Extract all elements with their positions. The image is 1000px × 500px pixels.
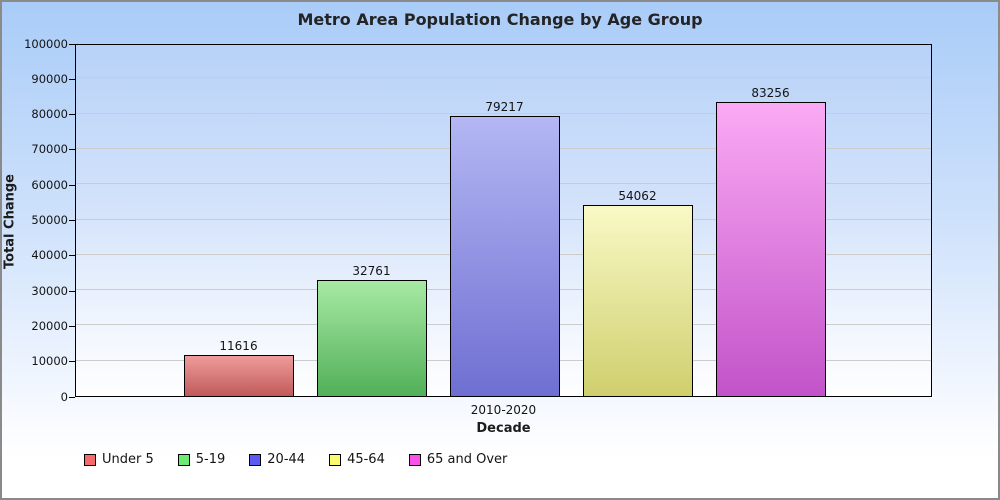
bar-value-label: 79217	[485, 100, 524, 115]
y-tick-mark	[69, 361, 75, 363]
bar-value-label: 83256	[751, 86, 790, 101]
y-tick-mark	[69, 114, 75, 116]
y-tick-label: 30000	[31, 283, 68, 298]
legend-label: 20-44	[267, 452, 306, 467]
x-tick-label: 2010-2020	[470, 403, 537, 417]
legend-label: Under 5	[102, 452, 154, 467]
x-axis-title: Decade	[476, 421, 531, 436]
y-tick-label: 60000	[31, 177, 68, 192]
y-tick-label: 90000	[31, 71, 68, 86]
y-tick-mark	[69, 149, 75, 151]
y-tick-mark	[69, 396, 75, 398]
gridline	[76, 112, 931, 114]
legend-swatch-icon	[177, 453, 190, 466]
y-tick-label: 10000	[31, 354, 68, 369]
y-tick-mark	[69, 220, 75, 221]
gridline	[76, 77, 931, 79]
bar-value-label: 32761	[352, 264, 391, 279]
legend-item-5-19: 5-19	[177, 452, 226, 467]
legend-swatch-icon	[408, 453, 421, 466]
legend-label: 45-64	[347, 452, 385, 467]
bar-65-and-over: 83256	[715, 86, 826, 396]
y-tick-mark	[69, 43, 75, 45]
legend-swatch-icon	[249, 453, 262, 466]
legend-swatch-icon	[84, 453, 96, 466]
legend-label: 65 and Over	[426, 452, 508, 467]
bar-20-44: 79217	[449, 100, 560, 396]
bar-value-label: 54062	[618, 189, 657, 204]
legend-label: 5-19	[195, 452, 226, 467]
legend-item-65-and-over: 65 and Over	[408, 452, 508, 467]
legend-item-20-44: 20-44	[249, 452, 305, 467]
plot-area: 11616 32761 79217 54062 83256	[75, 44, 932, 397]
chart-title: Metro Area Population Change by Age Grou…	[297, 10, 703, 29]
y-tick-mark	[69, 78, 75, 80]
y-tick-mark	[69, 255, 75, 257]
y-tick-label: 0	[60, 389, 68, 404]
y-tick-label: 20000	[31, 318, 68, 333]
y-tick-label: 80000	[31, 107, 68, 122]
y-tick-label: 40000	[31, 248, 68, 263]
y-tick-mark	[69, 184, 75, 186]
y-tick-label: 70000	[31, 142, 68, 157]
legend: Under 5 5-19 20-44 45-64 65 and Over	[84, 452, 507, 467]
bar-value-label: 11616	[219, 339, 258, 353]
y-tick-mark	[69, 290, 75, 292]
y-tick-mark	[69, 325, 75, 327]
bar-45-64: 54062	[582, 189, 693, 396]
bar-under-5: 11616	[183, 339, 294, 396]
legend-item-45-64: 45-64	[329, 452, 385, 467]
legend-swatch-icon	[329, 453, 342, 466]
bar-5-19: 32761	[316, 264, 427, 396]
y-tick-label: 50000	[31, 213, 68, 227]
legend-item-under-5: Under 5	[84, 452, 154, 467]
y-tick-label: 100000	[24, 36, 68, 51]
